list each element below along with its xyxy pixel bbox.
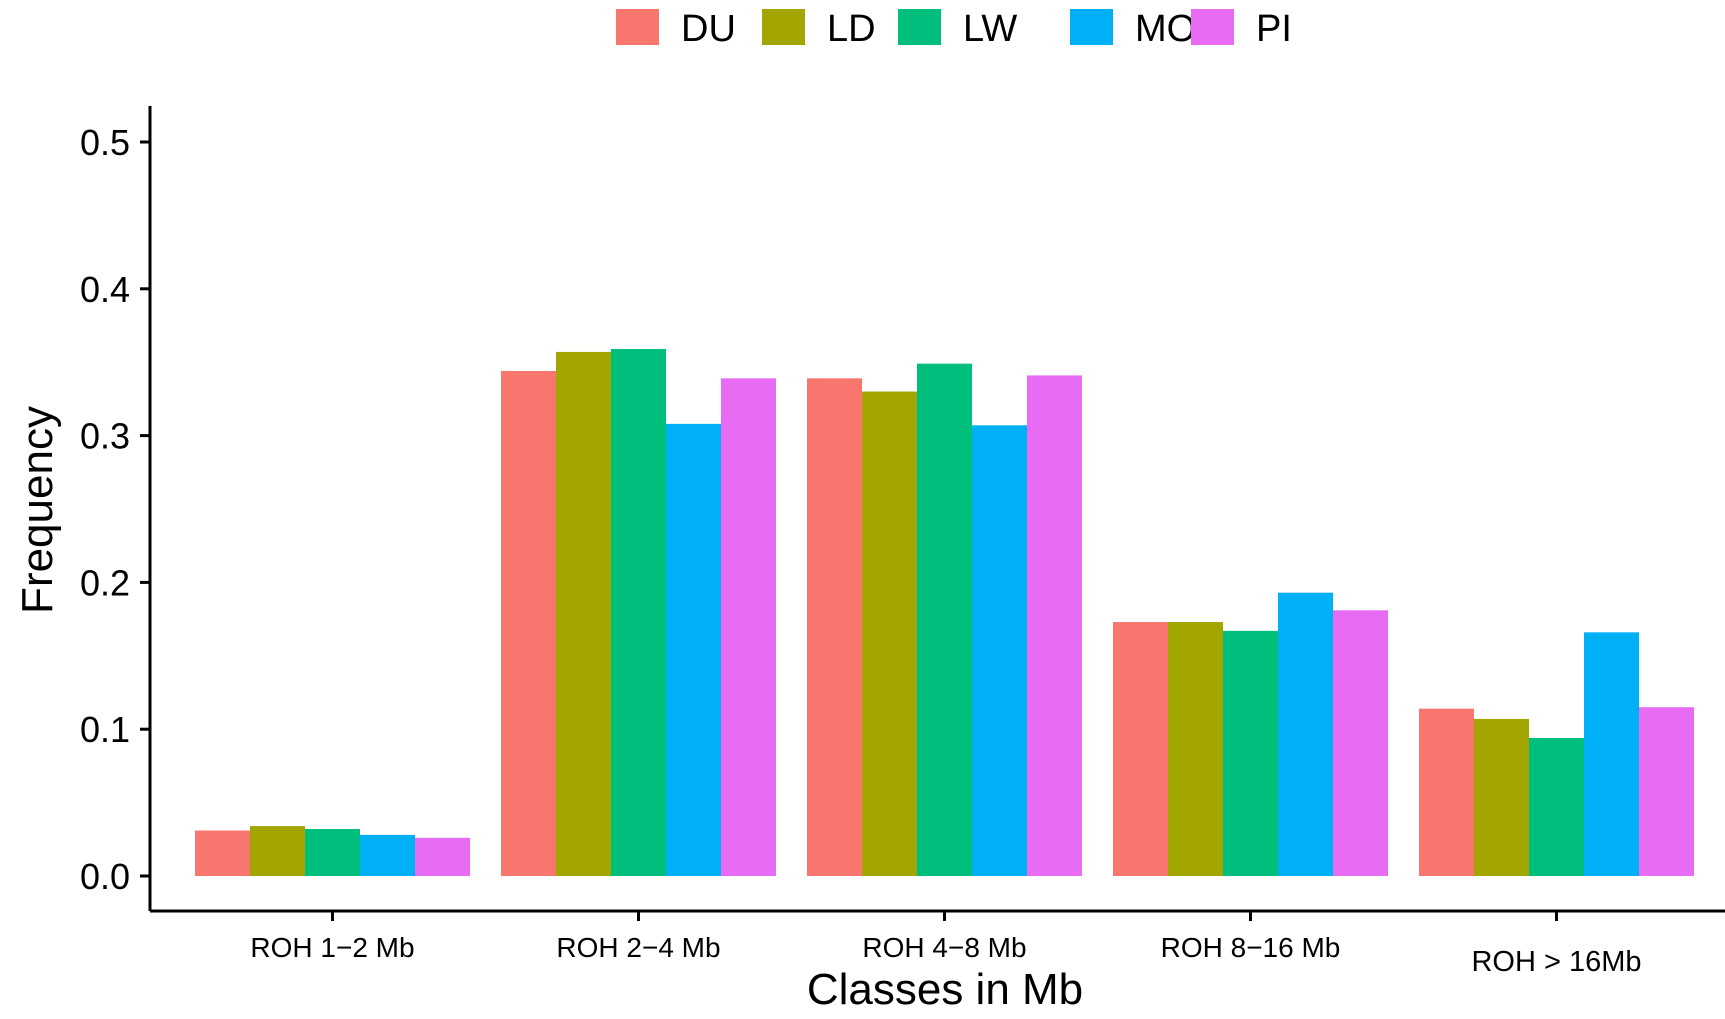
x-tick-label: ROH 8−16 Mb	[1161, 932, 1341, 963]
x-axis: ROH 1−2 Mb ROH 2−4 Mb ROH 4−8 Mb ROH 8−16 M…	[150, 909, 1725, 978]
legend-swatch	[1191, 9, 1234, 45]
bar-lw	[1529, 738, 1584, 876]
legend-label: DU	[681, 8, 736, 50]
bar-group	[195, 826, 470, 876]
bar-mo	[360, 834, 415, 876]
bar-du	[1113, 622, 1168, 876]
bar-du	[807, 378, 862, 876]
y-tick-label: 0.2	[80, 562, 130, 603]
x-tick-label: ROH 4−8 Mb	[862, 932, 1026, 963]
bar-group	[1113, 592, 1388, 876]
bar-du	[195, 830, 250, 876]
legend-swatch	[762, 9, 805, 45]
x-tick-label: ROH 1−2 Mb	[250, 932, 414, 963]
y-tick-label: 0.1	[80, 709, 130, 750]
bar-lw	[611, 348, 666, 876]
bar-lw	[305, 829, 360, 876]
bars	[195, 348, 1694, 877]
bar-pi	[721, 378, 776, 876]
bar-ld	[1168, 622, 1223, 876]
legend-swatch	[616, 9, 659, 45]
bar-pi	[1333, 610, 1388, 876]
legend: DU LD LW MO PI	[616, 8, 1292, 50]
bar-mo	[1584, 632, 1639, 876]
bar-pi	[415, 837, 470, 876]
legend-swatch	[898, 9, 941, 45]
x-tick-label: ROH > 16Mb	[1471, 946, 1641, 978]
bar-ld	[862, 391, 917, 876]
legend-item-ld: LD	[762, 8, 876, 50]
bar-du	[1419, 708, 1474, 876]
bar-lw	[1223, 630, 1278, 876]
bar-du	[501, 371, 556, 876]
bar-ld	[1474, 718, 1529, 876]
bar-lw	[917, 363, 972, 877]
bar-mo	[972, 425, 1027, 876]
bar-group	[501, 348, 776, 876]
y-axis: 0.0 0.1 0.2 0.3 0.4 0.5	[80, 106, 152, 911]
bar-pi	[1027, 375, 1082, 876]
legend-swatch	[1070, 9, 1113, 45]
y-tick-label: 0.3	[80, 416, 130, 457]
legend-item-mo: MO	[1070, 8, 1196, 50]
legend-item-du: DU	[616, 8, 736, 50]
y-axis-title: Frequency	[13, 406, 62, 614]
x-tick-label: ROH 2−4 Mb	[556, 932, 720, 963]
bar-mo	[666, 423, 721, 876]
y-tick-label: 0.4	[80, 269, 130, 310]
bar-ld	[556, 351, 611, 876]
legend-item-lw: LW	[898, 8, 1017, 50]
bar-group	[807, 363, 1082, 877]
legend-label: LD	[827, 8, 876, 50]
bar-group	[1419, 632, 1694, 876]
legend-label: MO	[1135, 8, 1196, 50]
legend-label: PI	[1256, 8, 1292, 50]
bar-pi	[1639, 707, 1694, 876]
bar-ld	[250, 826, 305, 876]
y-tick-label: 0.5	[80, 122, 130, 163]
legend-item-pi: PI	[1191, 8, 1292, 50]
y-tick-label: 0.0	[80, 856, 130, 897]
bar-mo	[1278, 592, 1333, 876]
legend-label: LW	[963, 8, 1017, 50]
x-axis-title: Classes in Mb	[807, 965, 1083, 1014]
